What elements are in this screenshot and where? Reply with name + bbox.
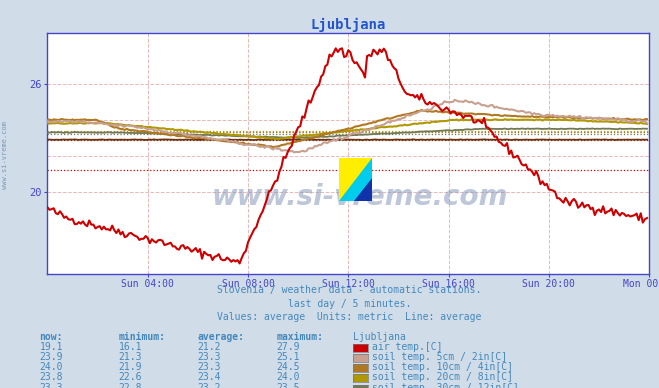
Text: soil temp. 30cm / 12in[C]: soil temp. 30cm / 12in[C]	[372, 383, 519, 388]
Text: average:: average:	[198, 332, 244, 342]
Text: 19.1: 19.1	[40, 342, 63, 352]
Text: now:: now:	[40, 332, 63, 342]
Text: Slovenia / weather data - automatic stations.: Slovenia / weather data - automatic stat…	[217, 285, 482, 295]
Text: 23.2: 23.2	[198, 383, 221, 388]
Text: soil temp. 10cm / 4in[C]: soil temp. 10cm / 4in[C]	[372, 362, 513, 372]
Text: soil temp. 5cm / 2in[C]: soil temp. 5cm / 2in[C]	[372, 352, 507, 362]
Text: 23.3: 23.3	[198, 352, 221, 362]
Text: 23.8: 23.8	[40, 372, 63, 383]
Text: air temp.[C]: air temp.[C]	[372, 342, 443, 352]
Text: 25.1: 25.1	[277, 352, 301, 362]
Text: 21.9: 21.9	[119, 362, 142, 372]
Polygon shape	[339, 158, 372, 201]
Text: last day / 5 minutes.: last day / 5 minutes.	[287, 299, 411, 309]
Text: 23.5: 23.5	[277, 383, 301, 388]
Text: www.si-vreme.com: www.si-vreme.com	[212, 183, 509, 211]
Text: 21.3: 21.3	[119, 352, 142, 362]
Text: 27.9: 27.9	[277, 342, 301, 352]
Text: 23.3: 23.3	[40, 383, 63, 388]
Polygon shape	[354, 178, 372, 201]
Text: Values: average  Units: metric  Line: average: Values: average Units: metric Line: aver…	[217, 312, 482, 322]
Text: 23.3: 23.3	[198, 362, 221, 372]
Text: soil temp. 20cm / 8in[C]: soil temp. 20cm / 8in[C]	[372, 372, 513, 383]
Text: 22.8: 22.8	[119, 383, 142, 388]
Text: maximum:: maximum:	[277, 332, 324, 342]
Text: www.si-vreme.com: www.si-vreme.com	[2, 121, 9, 189]
Polygon shape	[339, 158, 372, 201]
Text: 23.4: 23.4	[198, 372, 221, 383]
Text: 23.9: 23.9	[40, 352, 63, 362]
Title: Ljubljana: Ljubljana	[310, 18, 386, 32]
Text: 21.2: 21.2	[198, 342, 221, 352]
Text: Ljubljana: Ljubljana	[353, 332, 405, 342]
Text: 22.6: 22.6	[119, 372, 142, 383]
Text: 24.0: 24.0	[277, 372, 301, 383]
Text: 24.5: 24.5	[277, 362, 301, 372]
Text: 24.0: 24.0	[40, 362, 63, 372]
Text: 16.1: 16.1	[119, 342, 142, 352]
Text: minimum:: minimum:	[119, 332, 165, 342]
